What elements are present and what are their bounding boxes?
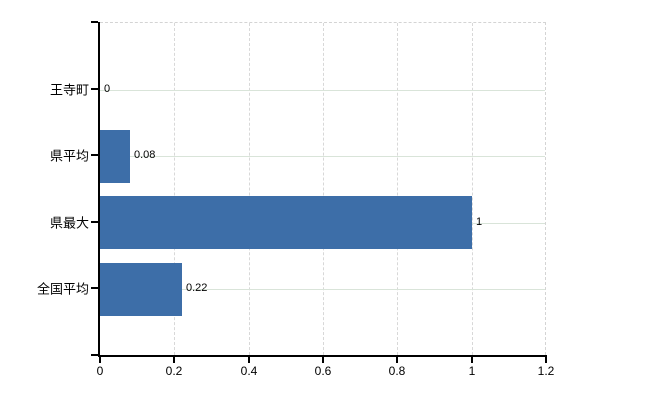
bar-value-label: 0.08 (134, 149, 156, 162)
bar-value-label: 0.22 (186, 282, 208, 295)
v-gridline (471, 23, 473, 355)
x-axis-tick-label: 0.6 (314, 364, 332, 378)
v-gridline (397, 23, 399, 355)
v-gridline (323, 23, 324, 355)
y-axis-tick (91, 21, 98, 23)
x-axis-tick-label: 0 (96, 364, 104, 378)
category-label: 県最大 (49, 215, 89, 231)
v-gridline (248, 23, 250, 355)
y-axis-tick (91, 287, 98, 289)
y-axis-tick (91, 221, 98, 223)
x-axis-tick (322, 357, 324, 363)
h-gridline (100, 90, 545, 91)
x-axis-tick (99, 357, 101, 363)
x-axis-tick-label: 1 (468, 364, 476, 378)
x-axis-tick (173, 357, 175, 363)
y-axis-tick (91, 88, 98, 90)
y-axis-tick (91, 354, 98, 356)
bar-value-label: 0 (104, 82, 111, 95)
category-label: 県平均 (49, 148, 89, 164)
x-axis-tick-label: 0.4 (240, 364, 258, 378)
bar-value-label: 1 (476, 215, 483, 228)
x-axis-tick (471, 357, 473, 363)
y-axis-tick (91, 154, 98, 156)
plot-area (100, 22, 546, 355)
y-axis-line (98, 22, 100, 357)
x-axis-tick (248, 357, 250, 363)
x-axis-tick (396, 357, 398, 363)
bar (100, 130, 130, 183)
h-gridline (100, 156, 545, 157)
v-gridline (174, 23, 176, 355)
x-axis-line (98, 355, 547, 357)
x-axis-tick (545, 357, 547, 363)
category-label: 全国平均 (36, 281, 89, 297)
bar (100, 263, 182, 316)
x-axis-tick-label: 1.2 (537, 364, 555, 378)
category-label: 王寺町 (49, 82, 89, 98)
x-axis-tick-label: 0.2 (165, 364, 183, 378)
x-axis-tick-label: 0.8 (388, 364, 406, 378)
bar (100, 196, 472, 249)
h-gridline (100, 289, 545, 290)
